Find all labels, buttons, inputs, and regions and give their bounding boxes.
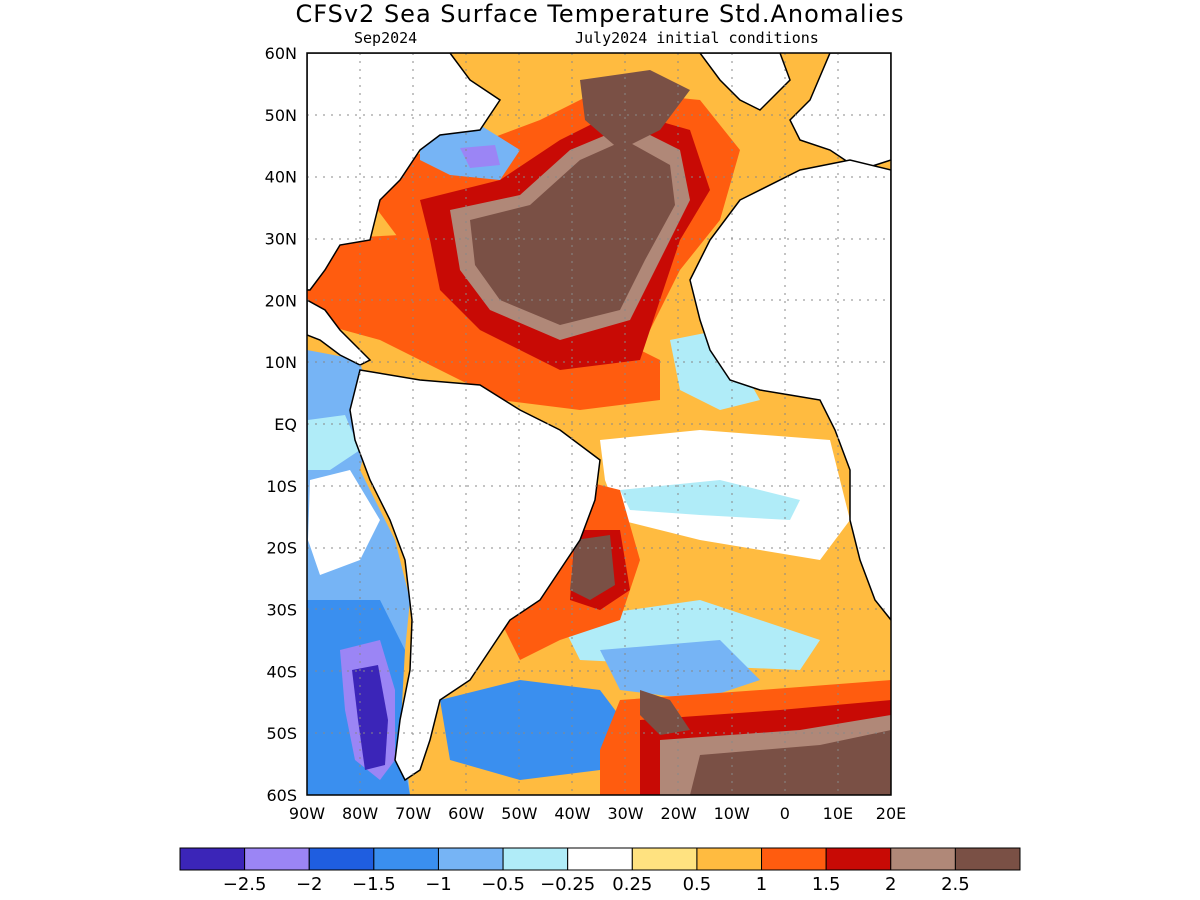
- anomaly-field: [307, 53, 891, 795]
- colorbar-swatch: [244, 847, 310, 871]
- colorbar-tick-label: −1.5: [352, 874, 396, 895]
- lat-tick-label: 60N: [265, 44, 297, 63]
- lon-tick-label: 50W: [501, 804, 537, 823]
- colorbar-tick-label: −2.5: [223, 874, 267, 895]
- initial-conditions-label: July2024 initial conditions: [575, 29, 819, 47]
- greenland-europe-land: [699, 53, 791, 111]
- colorbar-swatch: [631, 847, 698, 871]
- map-frame: [306, 52, 892, 796]
- colorbar-swatch: [437, 847, 504, 871]
- lat-tick-label: 10S: [266, 477, 297, 496]
- colorbar-swatch: [954, 847, 1021, 871]
- lon-tick-label: 70W: [395, 804, 431, 823]
- longitude-labels: 90W 80W 70W 60W 50W 40W 30W 20W 10W 0 10E 20E: [289, 804, 906, 823]
- lat-tick-label: 30S: [266, 601, 297, 620]
- lon-tick-label: 10W: [714, 804, 750, 823]
- colorbar-tick-label: −1: [425, 874, 452, 895]
- colorbar-swatch: [567, 847, 633, 871]
- lat-tick-label: 40N: [265, 168, 297, 187]
- colorbar-swatch: [761, 847, 827, 871]
- lat-tick-label: 40S: [266, 662, 297, 681]
- pacific-neutral-patch: [308, 470, 380, 575]
- lon-tick-label: 30W: [607, 804, 643, 823]
- lat-tick-label: 30N: [265, 230, 297, 249]
- lat-tick-label: 50N: [265, 106, 297, 125]
- colorbar-tick-label: 2.5: [941, 874, 970, 895]
- lat-tick-label: 20N: [265, 291, 297, 310]
- colorbar-tick-label: 0.25: [612, 874, 652, 895]
- lon-tick-label: 90W: [289, 804, 325, 823]
- lat-tick-label: 50S: [266, 724, 297, 743]
- colorbar-labels: −2.5 −2 −1.5 −1 −0.5 −0.25 0.25 0.5 1 1.5 2 2.5: [223, 874, 970, 895]
- lon-tick-label: 10E: [823, 804, 853, 823]
- latitude-labels: 60N 50N 40N 30N 20N 10N EQ 10S 20S 30S 40S 50S 60S: [265, 44, 297, 805]
- colorbar-swatch: [825, 847, 892, 871]
- lon-tick-label: 20W: [661, 804, 697, 823]
- brazil-current-warm: [500, 480, 640, 660]
- chart-title: CFSv2 Sea Surface Temperature Std.Anomal…: [295, 0, 905, 28]
- subpolar-peak: [580, 70, 690, 150]
- colorbar-swatch: [373, 847, 439, 871]
- lon-tick-label: 0: [780, 804, 790, 823]
- south-atlantic-light-blue: [600, 640, 760, 700]
- west-africa-coastal-cool: [670, 330, 760, 410]
- colorbar-swatch: [696, 847, 763, 871]
- lon-tick-label: 80W: [342, 804, 378, 823]
- equatorial-cyan-streak: [620, 480, 800, 520]
- colorbar-tick-label: −0.5: [481, 874, 525, 895]
- labrador-deep-cool: [460, 145, 500, 168]
- colorbar-tick-label: −2: [296, 874, 323, 895]
- lon-tick-label: 40W: [554, 804, 590, 823]
- north-atlantic-peak: [470, 140, 675, 325]
- pacific-deepest-anomaly: [352, 665, 388, 770]
- lat-tick-label: 10N: [265, 353, 297, 372]
- colorbar-tick-label: 1: [756, 874, 767, 895]
- brazil-current-peak: [570, 535, 615, 600]
- lat-tick-label: 60S: [266, 786, 297, 805]
- forecast-month: Sep2024: [354, 29, 418, 47]
- lat-tick-label: EQ: [274, 415, 297, 434]
- colorbar: [179, 847, 1021, 871]
- lon-tick-label: 60W: [448, 804, 484, 823]
- europe-land: [789, 53, 891, 171]
- lon-tick-label: 20E: [876, 804, 906, 823]
- colorbar-tick-label: 1.5: [812, 874, 841, 895]
- south-atlantic-blue-band: [440, 680, 630, 780]
- colorbar-swatch: [890, 847, 956, 871]
- pacific-cyan-band: [308, 415, 360, 470]
- north-america-land: [307, 53, 502, 291]
- colorbar-tick-label: 2: [885, 874, 896, 895]
- africa-land: [689, 159, 891, 622]
- colorbar-swatch: [179, 847, 246, 871]
- colorbar-swatch: [502, 847, 569, 871]
- colorbar-swatch: [308, 847, 375, 871]
- southern-ocean-peak: [690, 730, 891, 795]
- colorbar-tick-label: 0.5: [683, 874, 712, 895]
- graticule: [307, 53, 891, 795]
- south-atlantic-mid-peak: [640, 690, 690, 735]
- colorbar-tick-label: −0.25: [540, 874, 595, 895]
- lat-tick-label: 20S: [266, 539, 297, 558]
